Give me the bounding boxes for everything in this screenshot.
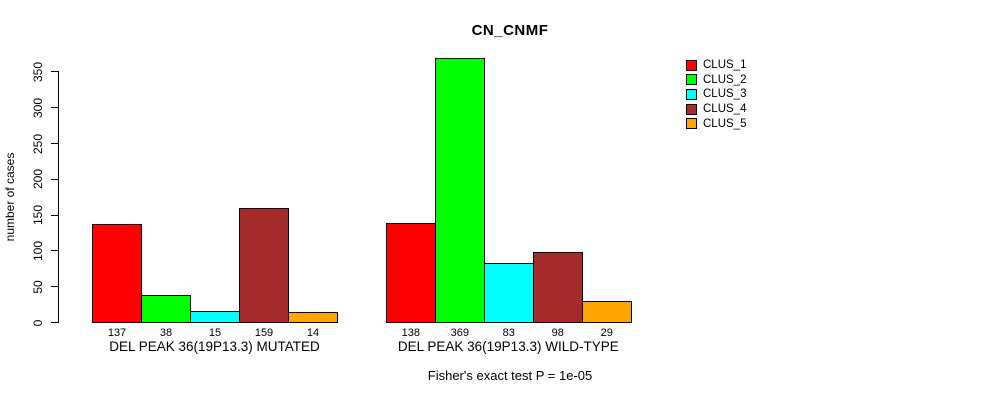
- footnote-fishers-test: Fisher's exact test P = 1e-05: [427, 368, 593, 383]
- bar-clus_1-group2: [385, 223, 436, 323]
- y-axis-tick-label: 50: [31, 280, 45, 294]
- y-axis-line: [58, 71, 59, 323]
- legend-item-clus_3: CLUS_3: [686, 87, 746, 102]
- bar-clus_5-group1: [288, 311, 338, 323]
- legend-swatch-clus_2: [686, 74, 697, 86]
- y-axis-tick: [51, 322, 58, 323]
- bar-clus_3-group1: [190, 311, 240, 323]
- bar-value-label: 137: [107, 327, 127, 339]
- legend-label: CLUS_1: [703, 59, 747, 72]
- legend-swatch-clus_3: [686, 88, 697, 100]
- y-axis-tick-label: 200: [31, 169, 45, 190]
- bar-value-label: 369: [450, 327, 469, 339]
- legend: CLUS_1 CLUS_2 CLUS_3 CLUS_4 CLUS_5: [686, 58, 746, 131]
- legend-swatch-clus_1: [686, 59, 697, 71]
- legend-label: CLUS_3: [703, 88, 747, 101]
- bar-value-label: 98: [551, 327, 564, 339]
- legend-label: CLUS_4: [703, 103, 747, 116]
- chart-title: CN_CNMF: [471, 22, 549, 39]
- bar-value-label: 138: [401, 327, 420, 339]
- bar-clus_2-group1: [141, 294, 191, 323]
- y-axis-tick-label: 150: [31, 205, 45, 226]
- y-axis-tick: [51, 71, 58, 73]
- bar-clus_5-group2: [581, 301, 632, 323]
- y-axis-tick: [51, 214, 58, 216]
- legend-item-clus_2: CLUS_2: [686, 73, 746, 88]
- legend-label: CLUS_5: [703, 117, 747, 130]
- bar-value-label: 14: [306, 327, 320, 339]
- bar-value-label: 29: [600, 327, 613, 339]
- legend-item-clus_1: CLUS_1: [686, 58, 746, 73]
- x-category-label: DEL PEAK 36(19P13.3) MUTATED: [109, 339, 320, 354]
- bar-clus_1-group1: [92, 223, 142, 323]
- y-axis-label: number of cases: [3, 152, 17, 242]
- bar-value-label: 15: [208, 327, 222, 339]
- bar-clus_3-group2: [483, 262, 534, 323]
- bar-value-label: 83: [502, 327, 515, 339]
- y-axis-tick: [51, 250, 58, 252]
- legend-label: CLUS_2: [703, 73, 747, 86]
- y-axis-tick: [51, 107, 58, 109]
- y-axis-tick: [51, 143, 58, 144]
- y-axis-tick-label: 300: [31, 97, 45, 118]
- x-category-label: DEL PEAK 36(19P13.3) WILD-TYPE: [397, 339, 619, 354]
- legend-item-clus_5: CLUS_5: [686, 116, 746, 131]
- y-axis-tick-label: 100: [31, 240, 45, 261]
- y-axis-tick-label: 250: [31, 133, 45, 154]
- bar-value-label: 38: [159, 327, 173, 339]
- y-axis-tick: [51, 178, 58, 180]
- y-axis-tick: [51, 286, 58, 288]
- legend-swatch-clus_5: [686, 118, 697, 130]
- legend-swatch-clus_4: [686, 103, 697, 115]
- y-axis-tick-label: 0: [31, 319, 45, 326]
- bar-value-label: 159: [254, 327, 274, 339]
- y-axis-tick-label: 350: [31, 61, 45, 82]
- bar-clus_4-group2: [532, 251, 583, 323]
- legend-item-clus_4: CLUS_4: [686, 102, 746, 117]
- bar-clus_4-group1: [239, 208, 289, 323]
- bar-clus_2-group2: [434, 57, 485, 323]
